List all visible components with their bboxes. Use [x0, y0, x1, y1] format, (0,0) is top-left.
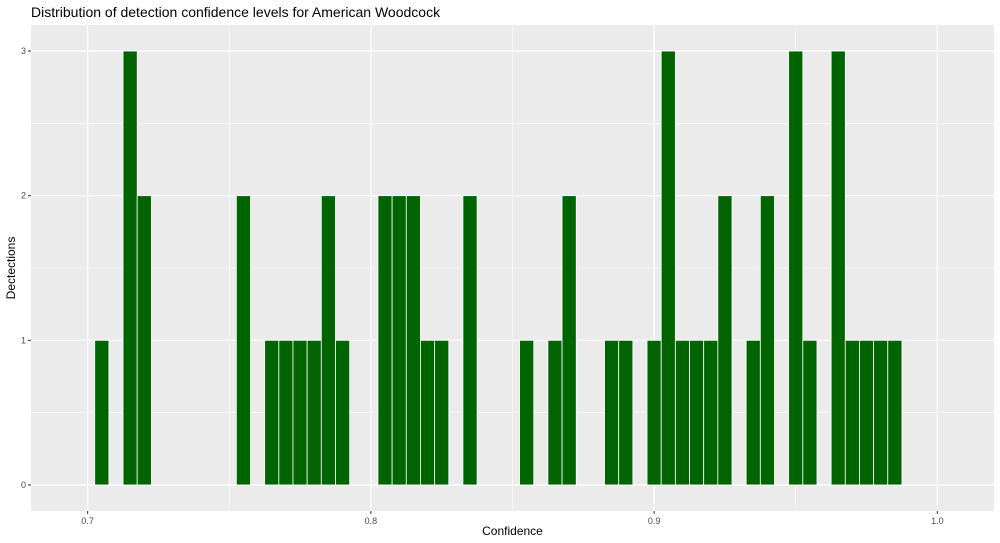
histogram-bar: [94, 339, 110, 486]
histogram-bar: [717, 195, 733, 486]
x-axis: 0.7 0.8 0.9 1.0: [81, 511, 944, 526]
histogram-bar: [660, 50, 676, 486]
histogram-bar: [136, 195, 152, 486]
histogram-bar: [618, 339, 634, 486]
histogram-bar: [547, 339, 563, 486]
histogram-bar: [703, 339, 719, 486]
histogram-bar: [844, 339, 860, 486]
histogram-bar: [830, 50, 846, 486]
chart-title: Distribution of detection confidence lev…: [31, 4, 441, 20]
histogram-bar: [278, 339, 294, 486]
y-tick-label: 3: [21, 46, 26, 56]
histogram-bar: [391, 195, 407, 486]
histogram-bar: [462, 195, 478, 486]
histogram-bar: [759, 195, 775, 486]
histogram-bar: [802, 339, 818, 486]
histogram-bar: [405, 195, 421, 486]
histogram-bar: [320, 195, 336, 486]
histogram-bar: [519, 339, 535, 486]
histogram-bar: [335, 339, 351, 486]
x-tick-label: 0.9: [648, 516, 661, 526]
histogram-bar: [646, 339, 662, 486]
histogram-bar: [292, 339, 308, 486]
histogram-bar: [420, 339, 436, 486]
y-tick-label: 0: [21, 480, 26, 490]
histogram-bar: [689, 339, 705, 486]
x-tick-label: 1.0: [931, 516, 944, 526]
histogram-bar: [122, 50, 138, 486]
histogram-bar: [604, 339, 620, 486]
histogram-bar: [306, 339, 322, 486]
y-tick-label: 1: [21, 335, 26, 345]
histogram-bar: [674, 339, 690, 486]
x-tick-label: 0.7: [81, 516, 94, 526]
histogram-bar: [264, 339, 280, 486]
histogram-bar: [561, 195, 577, 486]
bars-group: [94, 50, 903, 486]
histogram-bar: [873, 339, 889, 486]
x-tick-label: 0.8: [365, 516, 378, 526]
histogram-bar: [788, 50, 804, 486]
histogram-bar: [887, 339, 903, 486]
histogram-bar: [859, 339, 875, 486]
histogram-bar: [434, 339, 450, 486]
histogram-bar: [235, 195, 251, 486]
x-axis-title: Confidence: [482, 524, 543, 538]
histogram-bar: [745, 339, 761, 486]
y-axis-title: Dectections: [4, 237, 18, 300]
histogram-bar: [377, 195, 393, 486]
y-tick-label: 2: [21, 191, 26, 201]
y-axis: 0 1 2 3: [21, 46, 31, 490]
